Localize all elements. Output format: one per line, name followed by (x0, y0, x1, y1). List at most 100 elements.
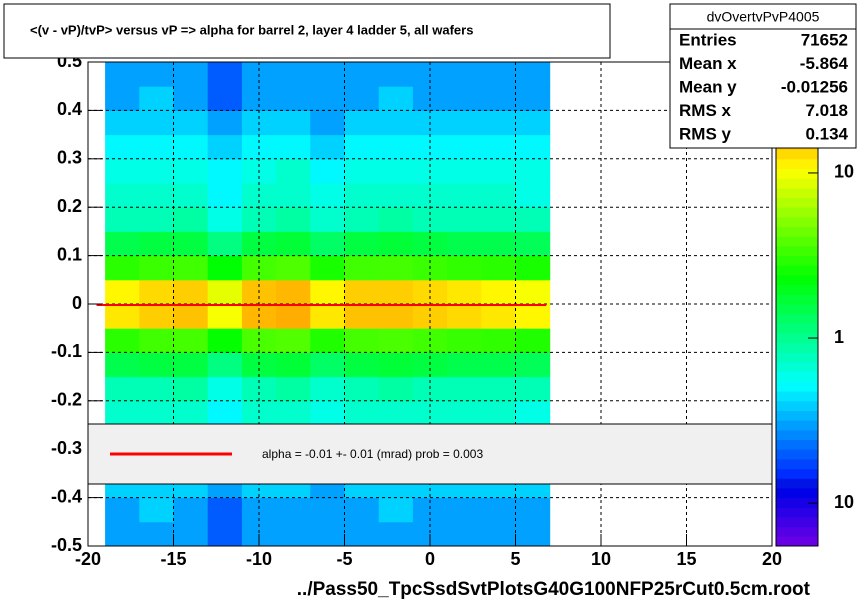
cell (207, 134, 243, 160)
colorbar-step (776, 216, 818, 228)
z-tick-label: 1 (834, 327, 844, 347)
cell (139, 207, 174, 232)
cell (310, 231, 345, 257)
cell (481, 376, 516, 402)
colorbar-step (776, 304, 818, 315)
cell (344, 521, 380, 547)
stats-value: 0.134 (805, 124, 848, 143)
cell (207, 62, 243, 87)
chart-title: <(v - vP)/tvP> versus vP => alpha for ba… (30, 22, 473, 37)
cell (105, 376, 140, 402)
cell (481, 255, 516, 281)
colorbar-step (776, 236, 818, 247)
cell (276, 497, 311, 523)
x-tick-label: 10 (591, 549, 611, 569)
cell (310, 158, 345, 184)
colorbar-step (776, 497, 818, 508)
cell (515, 62, 551, 87)
cell (344, 376, 380, 402)
title-box (3, 3, 611, 59)
cell (481, 158, 516, 184)
cell (105, 110, 140, 136)
z-tick-label: 10 (834, 162, 854, 182)
x-tick-label: -20 (75, 549, 101, 569)
cell (310, 352, 345, 378)
cell (515, 183, 551, 208)
cell (481, 231, 516, 257)
cell (378, 376, 414, 402)
stats-value: 7.018 (805, 101, 848, 120)
cell (105, 304, 140, 329)
cell (344, 304, 380, 329)
cell (207, 328, 243, 353)
cell (447, 328, 482, 353)
colorbar-step (776, 526, 818, 537)
x-tick-label: -10 (246, 549, 272, 569)
cell (139, 110, 174, 136)
cell (173, 328, 209, 353)
cell (481, 352, 516, 378)
cell (276, 304, 311, 329)
colorbar-step (776, 410, 818, 421)
cell (276, 183, 311, 208)
cell (447, 400, 482, 426)
cell (481, 183, 516, 208)
stats-label: Mean y (679, 77, 737, 96)
cell (310, 279, 345, 305)
cell (173, 86, 209, 111)
cell (481, 62, 516, 87)
cell (276, 86, 311, 111)
cell (276, 231, 311, 257)
cell (447, 304, 482, 329)
cell (447, 521, 482, 547)
x-axis-title: ../Pass50_TpcSsdSvtPlotsG40G100NFP25rCut… (297, 579, 811, 600)
cell (310, 521, 345, 547)
cell (105, 255, 140, 281)
cell (105, 279, 140, 305)
y-tick-label: 0 (72, 293, 82, 313)
cell (378, 183, 414, 208)
cell (139, 255, 174, 281)
colorbar-step (776, 507, 818, 518)
z-tick-label: 10 (834, 492, 854, 512)
stats-value: -5.864 (800, 54, 849, 73)
cell (515, 134, 551, 160)
cell (139, 231, 174, 257)
cell (139, 183, 174, 208)
colorbar-step (776, 536, 818, 547)
cell (481, 304, 516, 329)
cell (447, 134, 482, 160)
cell (207, 158, 243, 184)
x-tick-label: -5 (336, 549, 352, 569)
cell (378, 110, 414, 136)
cell (378, 86, 414, 111)
cell (447, 62, 482, 87)
stats-label: RMS x (679, 101, 732, 120)
cell (481, 207, 516, 232)
cell (276, 352, 311, 378)
cell (105, 521, 140, 547)
cell (276, 400, 311, 426)
cell (310, 497, 345, 523)
cell (207, 497, 243, 523)
cell (173, 183, 209, 208)
cell (173, 304, 209, 329)
cell (207, 86, 243, 111)
stats-label: Mean x (679, 54, 737, 73)
cell (481, 279, 516, 305)
cell (173, 62, 209, 87)
cell (207, 110, 243, 136)
cell (276, 62, 311, 87)
colorbar-step (776, 352, 818, 363)
stats-name: dvOvertvPvP4005 (707, 9, 820, 25)
cell (310, 328, 345, 353)
cell (344, 279, 380, 305)
cell (105, 62, 140, 87)
colorbar-step (776, 284, 818, 295)
cell (173, 497, 209, 523)
cell (207, 279, 243, 305)
y-tick-label: -0.3 (51, 438, 82, 458)
colorbar-step (776, 449, 818, 460)
cell (105, 497, 140, 523)
cell (173, 134, 209, 160)
